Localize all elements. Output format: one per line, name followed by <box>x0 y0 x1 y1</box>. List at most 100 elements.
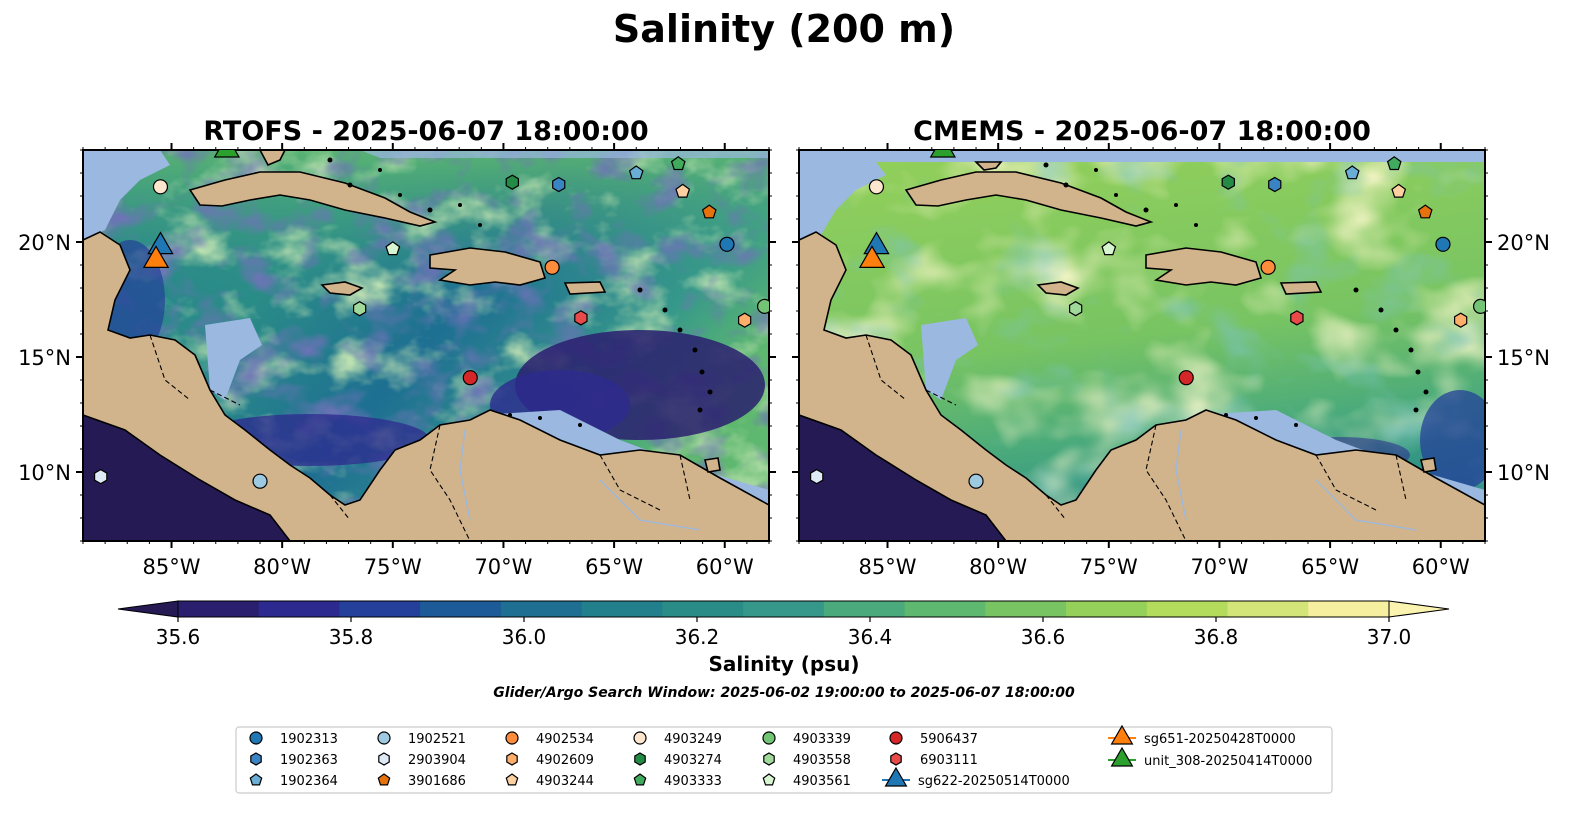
platform-marker-4903333 <box>670 156 686 171</box>
platform-marker-4903558 <box>1069 301 1083 317</box>
colorbar-tick-label: 35.6 <box>156 625 201 649</box>
shallow-shelf <box>799 150 1485 162</box>
platform-marker-1902313 <box>719 236 735 252</box>
country-borders <box>865 334 1407 541</box>
panel-title-cmems: CMEMS - 2025-06-07 18:00:00 <box>913 116 1371 147</box>
legend-label: 4903244 <box>536 774 594 789</box>
colorbar-segment <box>823 601 906 617</box>
platform-marker-4902609 <box>1454 312 1468 328</box>
map-frame-cmems <box>798 149 1486 542</box>
legend-label: 4903333 <box>664 774 722 789</box>
legend-label: 4903561 <box>793 774 851 789</box>
lon-tick-label: 70°W <box>474 555 532 579</box>
platform-marker-4903249 <box>152 179 169 195</box>
low-salinity-region <box>1420 390 1485 490</box>
rivers <box>1175 429 1417 531</box>
colorbar-label: Salinity (psu) <box>708 652 859 676</box>
lon-tick-label: 85°W <box>859 555 917 579</box>
platform-marker-1902363 <box>1268 176 1282 193</box>
legend-marker-4903561 <box>762 773 776 786</box>
lat-tick-label: 10°N <box>1497 461 1550 485</box>
platform-marker-4903244 <box>675 183 691 198</box>
colorbar-segment <box>178 601 260 617</box>
marker-layer <box>94 150 1485 489</box>
legend-label: 4903274 <box>664 753 722 768</box>
platform-marker-4903244 <box>1391 183 1407 198</box>
legend-label: 6903111 <box>920 753 978 768</box>
platform-marker-1902363 <box>552 176 566 193</box>
legend-label: 4903339 <box>793 732 851 747</box>
platform-marker-4902609 <box>738 312 752 328</box>
legend-marker-1902364 <box>249 773 263 786</box>
legend-label: sg651-20250428T0000 <box>1144 732 1296 747</box>
lon-tick-label: 80°W <box>253 555 311 579</box>
platform-marker-2903904 <box>810 468 824 485</box>
legend-marker-4902609 <box>506 752 518 766</box>
platform-marker-2903904 <box>94 468 108 485</box>
platform-marker-1902364 <box>1344 165 1360 180</box>
legend-marker-sg651-20250428T0000 <box>1110 724 1134 745</box>
platform-marker-4903561 <box>1101 241 1117 256</box>
colorbar-segment <box>904 601 986 617</box>
platform-marker-4903333 <box>1386 156 1402 171</box>
map-panel-rtofs <box>83 150 769 541</box>
platform-marker-1902521 <box>968 473 984 489</box>
platform-marker-1902521 <box>252 473 268 489</box>
platform-marker-unit_308-20250414T0000 <box>213 150 241 158</box>
colorbar-segment <box>420 601 502 617</box>
legend-marker-4903244 <box>505 773 519 786</box>
platform-marker-1902313 <box>1435 236 1451 252</box>
platform-marker-4903249 <box>868 179 885 195</box>
colorbar-segment <box>743 601 825 617</box>
platform-marker-5906437 <box>1178 370 1194 386</box>
legend-marker-4903333 <box>633 773 647 786</box>
platform-marker-sg651-20250428T0000 <box>142 245 170 268</box>
legend-label: sg622-20250514T0000 <box>918 774 1070 789</box>
legend-label: 4902609 <box>536 753 594 768</box>
legend-label: 4903249 <box>664 732 722 747</box>
legend-label: 1902363 <box>280 753 338 768</box>
legend-marker-2903904 <box>378 752 390 766</box>
platform-marker-5906437 <box>462 370 478 386</box>
platform-marker-4903339 <box>756 298 769 314</box>
colorbar-tick-label: 36.4 <box>848 625 893 649</box>
colorbar: 35.6 35.8 36.0 36.2 36.4 36.6 36.8 37.0 <box>117 600 1450 649</box>
platform-marker-6903111 <box>1290 310 1304 326</box>
legend-label: unit_308-20250414T0000 <box>1144 754 1312 769</box>
lon-tick-label: 85°W <box>143 555 201 579</box>
shallow-shelf <box>921 318 978 400</box>
platform-marker-unit_308-20250414T0000 <box>929 150 957 158</box>
platform-marker-1902364 <box>628 165 644 180</box>
lon-tick-label: 60°W <box>1412 555 1470 579</box>
shallow-shelf <box>799 162 886 242</box>
colorbar-tick-label: 36.0 <box>502 625 547 649</box>
legend-label: 2903904 <box>408 753 466 768</box>
rivers <box>459 429 701 531</box>
colorbar-tick-label: 36.8 <box>1194 625 1239 649</box>
legend-marker-1902313 <box>249 731 263 745</box>
country-borders <box>149 334 691 541</box>
colorbar-segment <box>258 601 340 617</box>
legend-label: 5906437 <box>920 732 978 747</box>
legend-marker-sg622-20250514T0000 <box>884 766 908 787</box>
colorbar-segment <box>1066 601 1148 617</box>
shallow-shelf <box>360 150 769 158</box>
lat-tick-label: 20°N <box>18 231 71 255</box>
legend-marker-4903339 <box>762 731 776 745</box>
legend-marker-3901686 <box>377 773 391 786</box>
legend-marker-4902534 <box>505 731 519 745</box>
platform-marker-3901686 <box>1417 204 1433 219</box>
land <box>799 161 1485 541</box>
platform-marker-4903339 <box>1472 298 1485 314</box>
shallow-shelf <box>83 150 170 240</box>
colorbar-tick-label: 36.2 <box>675 625 720 649</box>
platform-marker-4903558 <box>353 301 367 317</box>
colorbar-extend-low <box>117 600 179 618</box>
markers-right <box>810 150 1485 489</box>
legend-label: 3901686 <box>408 774 466 789</box>
pacific-ocean <box>799 415 1006 541</box>
lon-tick-label: 75°W <box>364 555 422 579</box>
markers-left <box>94 150 769 489</box>
lat-tick-label: 15°N <box>18 346 71 370</box>
legend: 1902313 1902363 1902364 1902521 2903904 39016… <box>235 724 1333 794</box>
